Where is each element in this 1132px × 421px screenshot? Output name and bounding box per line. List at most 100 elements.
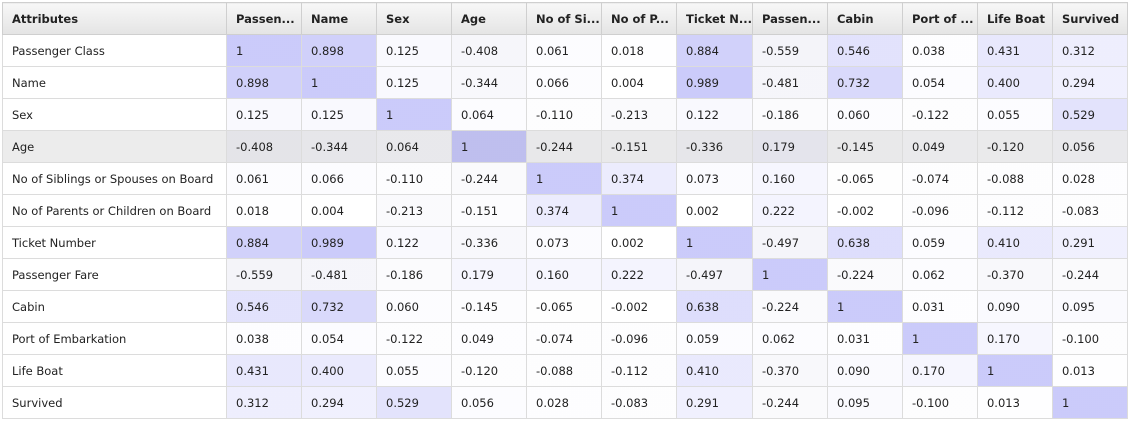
correlation-cell: 0.374 (601, 162, 677, 195)
correlation-cell: 0.038 (901, 34, 978, 67)
correlation-cell: -0.244 (1051, 258, 1128, 291)
matrix-row[interactable]: Ticket Number 0.884 0.989 0.122 -0.336 0.073 0… (2, 226, 1128, 259)
correlation-cell: 1 (451, 130, 527, 163)
correlation-cell: 1 (1051, 386, 1128, 419)
correlation-cell: -0.112 (976, 194, 1053, 227)
matrix-row[interactable]: Cabin 0.546 0.732 0.060 -0.145 -0.065 -0.002 0.… (2, 290, 1128, 323)
correlation-cell: -0.065 (526, 290, 602, 323)
correlation-cell: -0.336 (451, 226, 527, 259)
matrix-row[interactable]: No of Siblings or Spouses on Board 0.061 0… (2, 162, 1128, 195)
correlation-cell: 0.013 (1051, 354, 1128, 387)
matrix-row[interactable]: Life Boat 0.431 0.400 0.055 -0.120 -0.088 -0.1… (2, 354, 1128, 387)
correlation-cell: -0.151 (601, 130, 677, 163)
correlation-cell: 0.055 (376, 354, 452, 387)
column-header[interactable]: Cabin (826, 2, 903, 35)
correlation-cell: -0.145 (826, 130, 903, 163)
column-header[interactable]: No of Si... (526, 2, 602, 35)
column-header[interactable]: Survived (1051, 2, 1128, 35)
correlation-cell: 0.062 (901, 258, 978, 291)
correlation-cell: -0.408 (451, 34, 527, 67)
correlation-cell: 0.066 (526, 66, 602, 99)
correlation-cell: 0.638 (676, 290, 753, 323)
correlation-cell: 0.061 (526, 34, 602, 67)
correlation-cell: -0.481 (301, 258, 377, 291)
correlation-cell: -0.112 (601, 354, 677, 387)
row-label: No of Siblings or Spouses on Board (2, 162, 227, 195)
row-label: Name (2, 66, 227, 99)
correlation-cell: -0.122 (376, 322, 452, 355)
correlation-cell: 0.160 (751, 162, 828, 195)
column-header[interactable]: Life Boat (976, 2, 1053, 35)
correlation-cell: -0.186 (376, 258, 452, 291)
row-label: Passenger Class (2, 34, 227, 67)
correlation-cell: 0.059 (901, 226, 978, 259)
correlation-cell: 0.125 (376, 66, 452, 99)
correlation-cell: 0.989 (301, 226, 377, 259)
matrix-row[interactable]: Name 0.898 1 0.125 -0.344 0.066 0.004 0.989 -0.4… (2, 66, 1128, 99)
column-header[interactable]: Attributes (2, 2, 227, 35)
matrix-row[interactable]: No of Parents or Children on Board 0.018 0… (2, 194, 1128, 227)
correlation-cell: 0.431 (976, 34, 1053, 67)
column-header[interactable]: Ticket N... (676, 2, 753, 35)
correlation-cell: 0.031 (901, 290, 978, 323)
correlation-cell: -0.559 (226, 258, 302, 291)
matrix-row[interactable]: Passenger Fare -0.559 -0.481 -0.186 0.179 0.1… (2, 258, 1128, 291)
row-label: Life Boat (2, 354, 227, 387)
row-label: Sex (2, 98, 227, 131)
correlation-cell: 0.095 (826, 386, 903, 419)
correlation-cell: 0.049 (451, 322, 527, 355)
column-header[interactable]: Name (301, 2, 377, 35)
correlation-cell: 1 (601, 194, 677, 227)
correlation-cell: 0.122 (676, 98, 753, 131)
correlation-cell: -0.145 (451, 290, 527, 323)
correlation-cell: -0.336 (676, 130, 753, 163)
correlation-cell: 0.004 (601, 66, 677, 99)
correlation-cell: -0.370 (751, 354, 828, 387)
correlation-cell: 0.061 (226, 162, 302, 195)
correlation-cell: 0.160 (526, 258, 602, 291)
correlation-cell: 0.732 (301, 290, 377, 323)
correlation-cell: 0.060 (826, 98, 903, 131)
correlation-cell: 1 (301, 66, 377, 99)
correlation-cell: 0.055 (976, 98, 1053, 131)
correlation-cell: -0.559 (751, 34, 828, 67)
matrix-row[interactable]: Survived 0.312 0.294 0.529 0.056 0.028 -0.083 0… (2, 386, 1128, 419)
correlation-cell: 0.898 (301, 34, 377, 67)
correlation-cell: -0.083 (601, 386, 677, 419)
matrix-row[interactable]: Age -0.408 -0.344 0.064 1 -0.244 -0.151 -0.336 0… (2, 130, 1128, 163)
matrix-row[interactable]: Sex 0.125 0.125 1 0.064 -0.110 -0.213 0.122 -0.1… (2, 98, 1128, 131)
correlation-cell: 0.294 (1051, 66, 1128, 99)
correlation-cell: -0.344 (451, 66, 527, 99)
correlation-cell: 0.004 (301, 194, 377, 227)
column-header[interactable]: No of P... (601, 2, 677, 35)
correlation-cell: 0.125 (226, 98, 302, 131)
correlation-cell: -0.096 (901, 194, 978, 227)
correlation-cell: -0.344 (301, 130, 377, 163)
correlation-cell: -0.497 (751, 226, 828, 259)
column-header[interactable]: Age (451, 2, 527, 35)
correlation-cell: 0.312 (226, 386, 302, 419)
correlation-cell: 0.054 (301, 322, 377, 355)
column-header[interactable]: Port of ... (901, 2, 978, 35)
matrix-row[interactable]: Port of Embarkation 0.038 0.054 -0.122 0.049… (2, 322, 1128, 355)
correlation-cell: 0.222 (601, 258, 677, 291)
correlation-cell: 0.066 (301, 162, 377, 195)
correlation-cell: 0.038 (226, 322, 302, 355)
correlation-cell: 1 (751, 258, 828, 291)
correlation-cell: -0.002 (826, 194, 903, 227)
correlation-cell: 0.638 (826, 226, 903, 259)
correlation-cell: -0.244 (451, 162, 527, 195)
correlation-cell: -0.096 (601, 322, 677, 355)
correlation-cell: 0.056 (1051, 130, 1128, 163)
correlation-cell: 1 (826, 290, 903, 323)
correlation-cell: 0.431 (226, 354, 302, 387)
column-header[interactable]: Passen... (226, 2, 302, 35)
column-header[interactable]: Sex (376, 2, 452, 35)
correlation-cell: 1 (676, 226, 753, 259)
correlation-cell: 0.989 (676, 66, 753, 99)
matrix-row[interactable]: Passenger Class 1 0.898 0.125 -0.408 0.061 0.0… (2, 34, 1128, 67)
correlation-cell: 0.031 (826, 322, 903, 355)
correlation-cell: 0.002 (601, 226, 677, 259)
correlation-cell: 0.529 (376, 386, 452, 419)
column-header[interactable]: Passen... (751, 2, 828, 35)
